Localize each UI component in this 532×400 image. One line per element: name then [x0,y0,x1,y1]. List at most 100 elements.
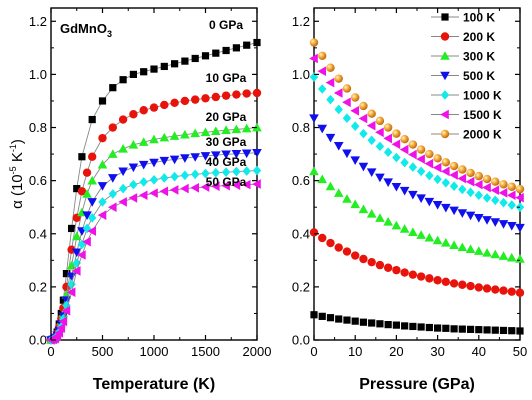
data-point [416,145,426,154]
data-point [516,327,524,335]
x-tick-label: 1000 [140,344,169,359]
data-point [392,152,401,163]
data-point [441,237,451,247]
data-point [211,167,220,178]
data-point [118,183,128,194]
data-point [375,173,385,183]
y-tick-label: 1.2 [292,14,310,29]
data-point [399,186,410,196]
data-point [62,300,71,311]
data-point [474,214,484,223]
data-point [441,203,451,213]
data-point [317,124,328,134]
data-point [499,326,508,335]
y-tick-label: 0.4 [292,226,310,241]
data-point [450,325,458,333]
legend-label: 200 K [463,30,495,44]
data-point [56,323,66,333]
left-x-axis-title: Temperature (K) [93,376,215,393]
data-point [150,65,158,73]
data-point [432,201,443,210]
data-point [343,316,351,324]
legend-label: 300 K [463,50,495,64]
data-point [474,171,483,181]
data-point [367,257,376,267]
y-tick-label: 0.8 [29,120,47,135]
pressure-annotation: 30 GPa [206,135,247,149]
data-point [160,100,169,110]
data-point [359,101,368,111]
data-point [87,175,97,185]
series-line [50,183,258,341]
data-point [318,84,327,94]
data-point [108,149,118,158]
legend-marker [440,32,450,41]
data-point [408,149,417,160]
data-point [342,194,352,203]
y-tick-label: 1.0 [292,67,310,82]
data-point [474,190,483,201]
data-point [425,149,434,159]
data-point [465,211,476,221]
data-point [149,134,159,144]
data-point [475,326,483,334]
data-point [58,316,68,327]
data-point [367,109,376,118]
data-point [73,185,81,193]
data-point [326,314,335,322]
data-point [482,216,492,225]
x-tick-label: 40 [472,344,486,359]
data-point [309,53,318,64]
data-point [416,154,425,164]
data-point [231,124,242,134]
data-point [180,183,189,194]
data-point [499,197,508,208]
data-point [159,132,170,142]
data-point [458,165,467,174]
x-tick-label: 0 [47,344,54,359]
data-point [482,284,492,293]
data-point [490,185,500,196]
data-point [61,296,72,305]
legend-marker [440,51,450,60]
data-point [424,232,435,242]
data-point [318,51,327,61]
data-point [88,152,97,161]
data-point [243,41,251,49]
data-point [318,233,327,243]
data-point [97,159,108,169]
data-point [376,320,384,328]
data-point [392,321,400,329]
data-point [333,88,343,98]
data-point [515,192,524,203]
data-point [391,139,401,150]
data-point [108,174,118,183]
data-point [432,235,443,245]
right-x-axis-title: Pressure (GPa) [359,376,475,393]
data-point [375,141,385,152]
data-point [109,84,117,92]
data-point [129,70,137,78]
data-point [434,324,442,332]
data-point [334,104,343,115]
data-point [383,147,393,158]
data-point [417,323,425,331]
data-point [222,46,230,55]
data-point [506,221,517,231]
data-point [66,260,77,270]
data-point [506,252,517,262]
data-point [359,318,368,326]
data-point [232,166,241,177]
data-point [71,266,81,276]
data-point [118,167,128,177]
data-point [506,190,516,201]
data-point [180,154,190,163]
data-point [458,184,467,195]
data-point [221,150,231,160]
data-point [458,325,466,333]
data-point [425,170,434,181]
data-point [351,93,360,102]
data-point [335,315,343,323]
data-point [449,279,459,288]
data-point [221,180,230,191]
